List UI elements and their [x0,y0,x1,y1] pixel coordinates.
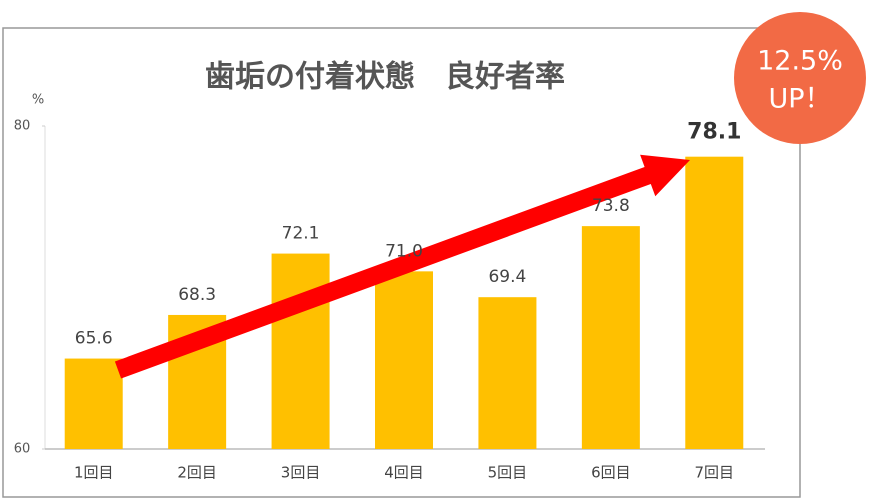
x-tick-label: 1回目 [74,464,114,482]
badge-text: 12.5% [757,46,843,77]
bar [478,297,537,449]
value-label: 69.4 [488,267,526,287]
value-label: 71.0 [385,241,423,261]
y-tick-label: 80 [14,119,31,134]
value-label: 65.6 [75,329,113,349]
trend-arrow [114,154,690,379]
bar [64,358,123,449]
x-tick-label: 3回目 [281,464,321,482]
bar [271,253,330,449]
y-tick-label: 60 [14,442,31,457]
value-label: 73.8 [592,196,630,216]
chart-title: 歯垢の付着状態 良好者率 [205,60,565,95]
value-label: 72.1 [282,224,320,244]
bar [375,271,433,449]
badge-text: UP！ [768,84,831,115]
bar [685,156,744,449]
bars [64,156,744,449]
badge [734,12,866,144]
x-tick-label: 6回目 [591,464,631,482]
bar [581,226,640,449]
y-unit-label: % [32,93,44,108]
x-tick-label: 5回目 [488,464,528,482]
value-label: 78.1 [687,120,741,145]
x-tick-label: 7回目 [695,464,735,482]
value-label: 68.3 [178,285,216,305]
x-tick-label: 2回目 [177,464,217,482]
x-tick-label: 4回目 [384,464,424,482]
